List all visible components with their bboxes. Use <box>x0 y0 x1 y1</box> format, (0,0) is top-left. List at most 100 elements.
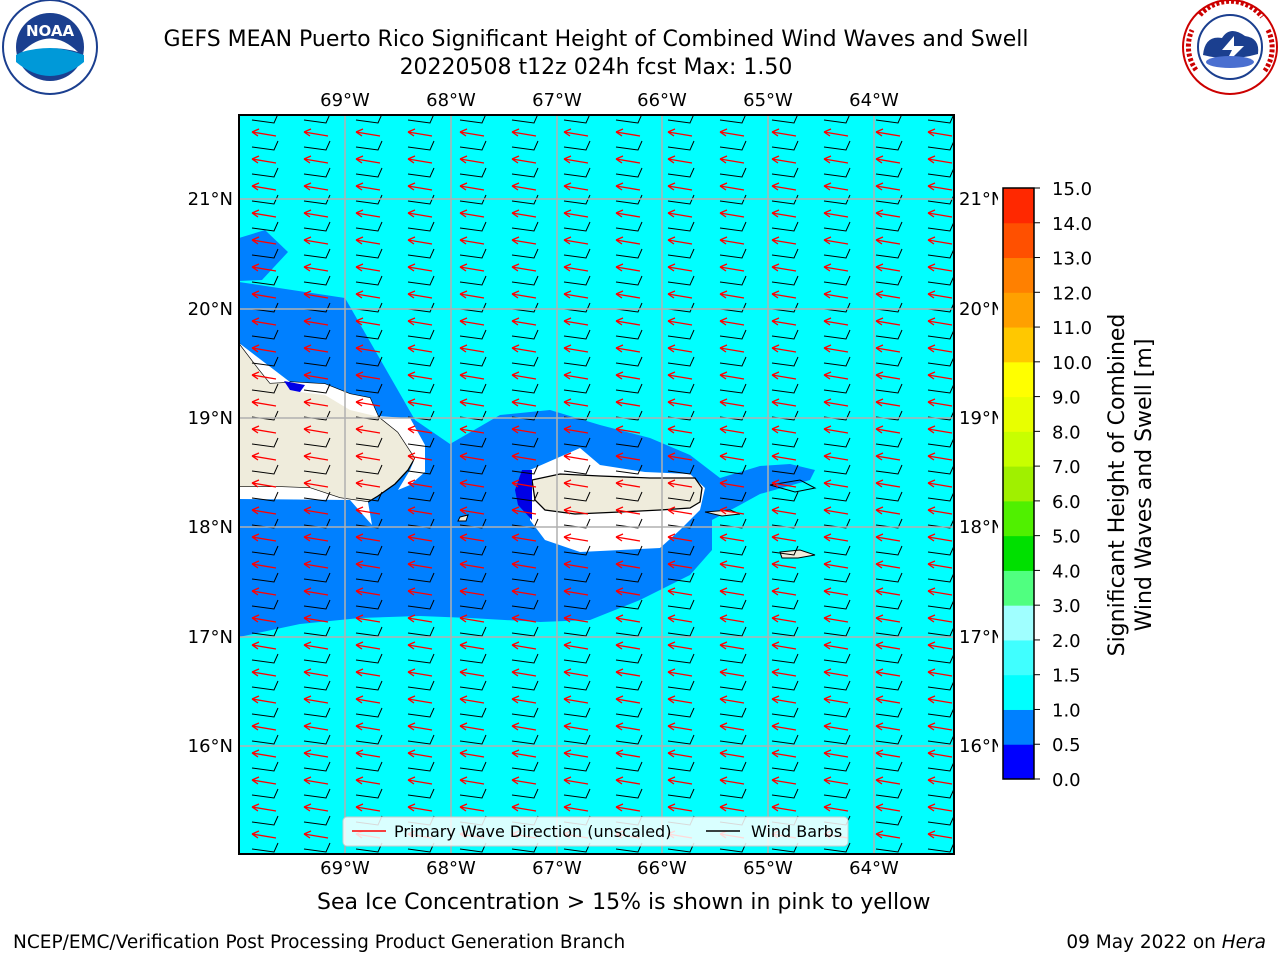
wave-direction-arrow <box>719 641 745 650</box>
colorbar-ticks: 0.0 0.5 1.0 1.5 2.0 3.0 4.0 5.0 6.0 7.0 8.0 9.0 10.0… <box>1034 179 1092 791</box>
lat-label: 19°N <box>959 408 1004 429</box>
wind-barb <box>719 572 747 583</box>
wind-barb <box>459 788 487 799</box>
wind-barb <box>303 842 331 853</box>
wave-direction-arrow <box>927 695 953 704</box>
wind-barb <box>927 437 954 448</box>
wave-direction-arrow <box>615 344 641 353</box>
wind-barb <box>667 248 695 259</box>
wind-barb <box>875 545 903 556</box>
wind-barb <box>927 545 954 556</box>
wave-direction-arrow <box>511 317 537 326</box>
wave-direction-arrow <box>407 533 433 542</box>
wave-direction-arrow <box>927 830 953 839</box>
wind-barb <box>615 491 643 502</box>
wind-barb <box>927 815 954 826</box>
wind-barb <box>511 464 539 475</box>
wind-barb <box>251 491 279 502</box>
wind-barb <box>667 707 695 718</box>
wind-barb <box>667 167 695 178</box>
wind-barb <box>615 572 643 583</box>
colorbar-segment <box>1003 431 1034 467</box>
wave-direction-arrow <box>459 506 485 515</box>
wind-barb <box>459 707 487 718</box>
wind-barb <box>875 275 903 286</box>
lat-label: 21°N <box>959 189 1004 210</box>
wind-barb <box>615 167 643 178</box>
wind-barb <box>251 815 279 826</box>
wind-barb <box>927 788 954 799</box>
wave-direction-arrow <box>823 290 849 299</box>
wind-barb <box>927 221 954 232</box>
colorbar-segment <box>1003 535 1034 571</box>
wave-direction-arrow <box>407 209 433 218</box>
wind-barb <box>823 545 851 556</box>
wind-barb <box>719 518 747 529</box>
wind-barb <box>667 761 695 772</box>
wave-direction-arrow <box>407 236 433 245</box>
wave-direction-arrow <box>719 533 745 542</box>
wind-barb <box>303 329 331 340</box>
wave-direction-arrow <box>615 209 641 218</box>
wind-barb <box>875 356 903 367</box>
colorbar-frame <box>1002 187 1035 780</box>
wind-barb <box>927 167 954 178</box>
wind-barb <box>355 491 383 502</box>
wind-barb <box>615 329 643 340</box>
wind-barb <box>303 599 331 610</box>
wind-barb <box>303 653 331 664</box>
lon-label: 67°W <box>532 90 582 111</box>
wind-barb <box>303 115 331 124</box>
wave-direction-arrow <box>251 182 277 191</box>
wave-direction-arrow <box>511 425 537 434</box>
wave-direction-arrow <box>823 776 849 785</box>
wind-barb <box>303 437 331 448</box>
wave-direction-arrow <box>875 641 901 650</box>
wave-direction-arrow <box>251 614 277 623</box>
wave-direction-arrow <box>303 371 329 380</box>
wind-barb <box>407 275 435 286</box>
wind-barb <box>875 518 903 529</box>
wave-direction-arrow <box>459 317 485 326</box>
wind-barb <box>615 707 643 718</box>
wave-direction-arrow <box>927 371 953 380</box>
wave-direction-arrow <box>771 479 797 488</box>
wind-barb <box>667 680 695 691</box>
wave-direction-arrow <box>719 722 745 731</box>
wind-barb <box>667 653 695 664</box>
wind-barb <box>355 734 383 745</box>
wave-direction-arrow <box>563 722 589 731</box>
wave-direction-arrow <box>823 695 849 704</box>
wave-direction-arrow <box>667 506 693 515</box>
wave-direction-arrow <box>407 398 433 407</box>
wave-direction-arrow <box>303 155 329 164</box>
wave-direction-arrow <box>355 506 381 515</box>
wind-barb <box>719 626 747 637</box>
wave-direction-arrow <box>355 695 381 704</box>
wave-direction-arrow <box>459 398 485 407</box>
wave-direction-arrow <box>771 614 797 623</box>
wind-barb <box>667 329 695 340</box>
wave-direction-arrow <box>615 560 641 569</box>
wind-barb <box>719 653 747 664</box>
wave-direction-arrow <box>303 317 329 326</box>
wind-barb <box>563 572 591 583</box>
wind-barb <box>251 680 279 691</box>
wind-barb <box>563 302 591 313</box>
wave-direction-arrow <box>771 263 797 272</box>
wave-direction-arrow <box>251 263 277 272</box>
wave-height-band-0.5-1.0 <box>239 282 815 637</box>
wave-direction-arrow <box>459 452 485 461</box>
lat-label: 17°N <box>959 627 1004 648</box>
wave-direction-arrow <box>667 155 693 164</box>
wave-direction-arrow <box>667 263 693 272</box>
wind-barb <box>303 707 331 718</box>
wind-barb <box>355 545 383 556</box>
wave-direction-arrow <box>303 668 329 677</box>
wave-direction-arrow <box>615 668 641 677</box>
wind-barb <box>615 356 643 367</box>
wave-direction-arrow <box>407 371 433 380</box>
wind-barb <box>771 545 799 556</box>
wave-direction-arrow <box>511 722 537 731</box>
wind-barb <box>407 626 435 637</box>
